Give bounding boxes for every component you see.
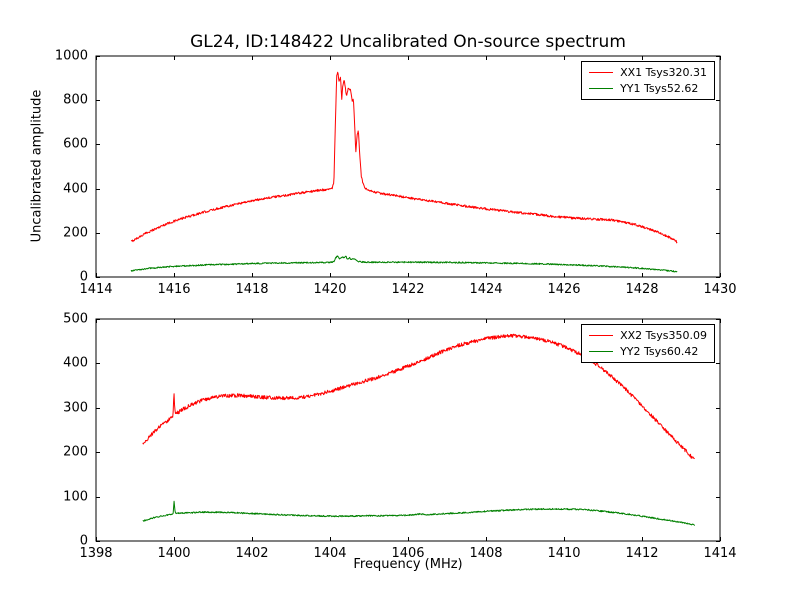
chart-title: GL24, ID:148422 Uncalibrated On-source s… [190, 32, 626, 52]
x-tick-label: 1424 [469, 282, 503, 297]
legend-entry: XX1 Tsys320.31 [589, 66, 707, 79]
x-tick-label: 1410 [547, 546, 581, 561]
x-tick-label: 1408 [469, 546, 503, 561]
x-tick-label: 1412 [625, 546, 659, 561]
legend-entry: YY2 Tsys60.42 [589, 345, 707, 358]
y-tick-label: 400 [63, 181, 88, 197]
series-line-XX1 [130, 71, 678, 244]
y-tick-label: 1000 [54, 48, 88, 64]
legend-entry: XX2 Tsys350.09 [589, 329, 707, 342]
x-tick-label: 1428 [625, 282, 659, 297]
x-axis-label: Frequency (MHz) [353, 557, 463, 572]
x-tick-label: 1430 [703, 282, 737, 297]
y-tick-label: 200 [63, 444, 88, 460]
y-tick-label: 400 [63, 355, 88, 371]
y-tick-label: 0 [79, 269, 88, 285]
legend-label: XX2 Tsys350.09 [620, 329, 707, 342]
legend-entry: YY1 Tsys52.62 [589, 82, 707, 95]
x-tick-label: 1414 [703, 546, 737, 561]
x-tick-label: 1406 [391, 546, 425, 561]
x-tick-label: 1426 [547, 282, 581, 297]
legend-line-swatch [589, 335, 614, 336]
legend-label: XX1 Tsys320.31 [620, 66, 707, 79]
x-tick-label: 1416 [157, 282, 191, 297]
y-tick-label: 500 [63, 311, 88, 327]
legend-line-swatch [589, 72, 614, 73]
y-axis-label: Uncalibrated amplitude [29, 89, 45, 243]
legend-label: YY1 Tsys52.62 [620, 82, 699, 95]
legend-line-swatch [589, 351, 614, 352]
y-tick-label: 800 [63, 92, 88, 108]
legend-label: YY2 Tsys60.42 [620, 345, 699, 358]
y-tick-label: 300 [63, 400, 88, 416]
y-tick-label: 100 [63, 489, 88, 505]
legend: XX1 Tsys320.31 YY1 Tsys52.62 [581, 61, 715, 100]
series-line-XX2 [142, 333, 695, 460]
x-tick-label: 1422 [391, 282, 425, 297]
x-tick-label: 1420 [313, 282, 347, 297]
y-tick-label: 0 [79, 533, 88, 549]
x-tick-label: 1400 [157, 546, 191, 561]
series-line-YY2 [142, 500, 696, 526]
y-tick-label: 600 [63, 136, 88, 152]
legend-line-swatch [589, 88, 614, 89]
legend: XX2 Tsys350.09 YY2 Tsys60.42 [581, 324, 715, 363]
x-tick-label: 1404 [313, 546, 347, 561]
series-line-YY1 [130, 255, 678, 273]
x-tick-label: 1398 [79, 546, 113, 561]
x-tick-label: 1414 [79, 282, 113, 297]
y-tick-label: 200 [63, 225, 88, 241]
x-tick-label: 1418 [235, 282, 269, 297]
x-tick-label: 1402 [235, 546, 269, 561]
